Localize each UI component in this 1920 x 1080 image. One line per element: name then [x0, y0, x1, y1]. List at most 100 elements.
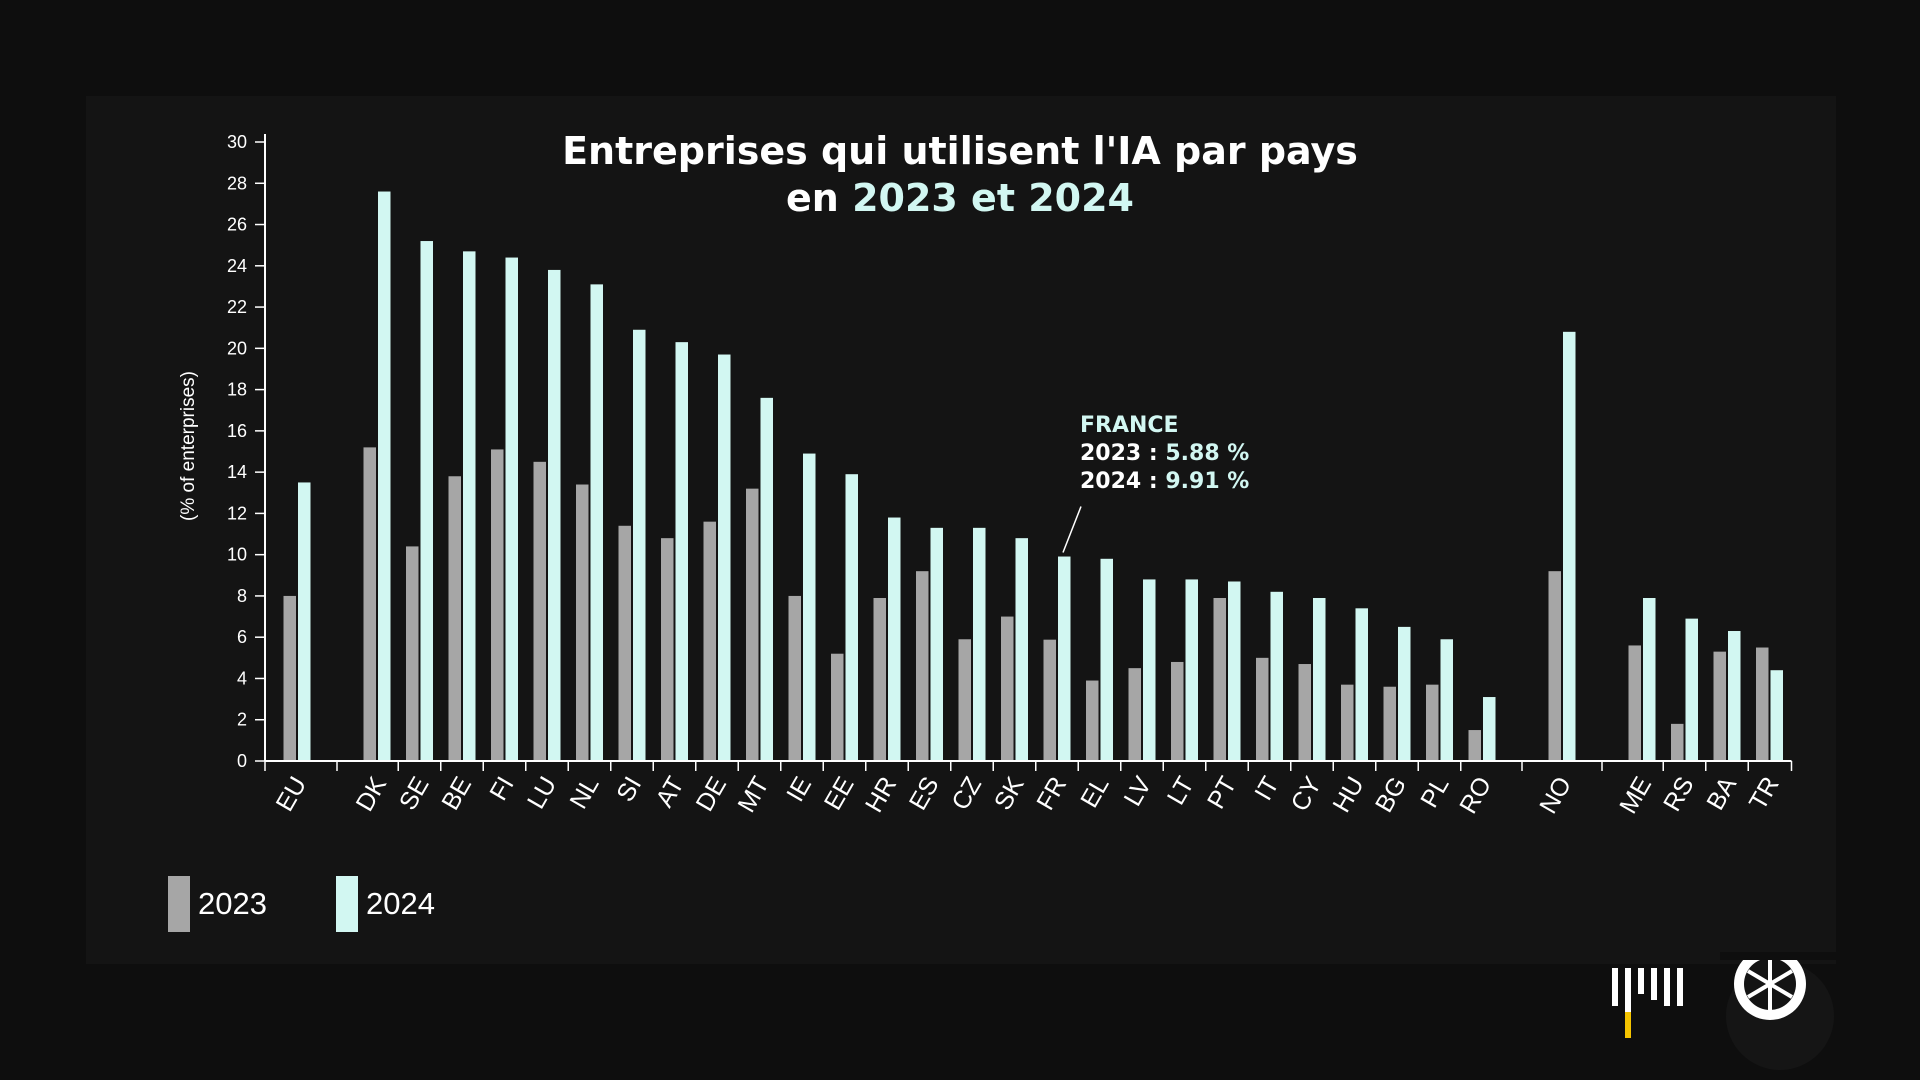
x-tick-label: RO: [1454, 772, 1497, 818]
bar-2023: [831, 653, 844, 761]
bar-2024: [1228, 581, 1241, 761]
x-tick-label: FI: [484, 772, 519, 805]
bar-2023: [1756, 647, 1769, 761]
bar-2023: [1298, 664, 1311, 761]
x-tick-label: ME: [1614, 772, 1657, 818]
bar-2024: [463, 251, 476, 761]
bar-2023: [576, 484, 589, 761]
y-tick-label: 26: [227, 215, 247, 235]
x-tick-label: BA: [1701, 772, 1742, 815]
bar-2023: [958, 639, 971, 761]
bar-2023: [406, 546, 419, 761]
bar-2024: [1563, 331, 1576, 761]
x-tick-label: BG: [1370, 772, 1412, 817]
x-tick-label: SE: [394, 772, 435, 815]
bar-2024: [1685, 618, 1698, 761]
chart-title-line2: en 2023 et 2024: [440, 175, 1480, 222]
y-tick-label: 2: [237, 710, 247, 730]
x-tick-label: EL: [1075, 772, 1115, 813]
chart-panel: [86, 96, 1836, 964]
bar-2023: [1043, 639, 1056, 761]
x-tick-label: IT: [1249, 772, 1284, 805]
x-tick-label: LU: [522, 772, 562, 814]
bar-2023: [1426, 684, 1439, 761]
annotation-row-2023-prefix: 2023 :: [1080, 441, 1166, 466]
y-axis-label: (% of enterprises): [178, 371, 199, 521]
y-tick-label: 4: [237, 668, 247, 688]
x-tick-label: BE: [436, 772, 477, 815]
france-annotation: FRANCE 2023 : 5.88 % 2024 : 9.91 %: [1080, 412, 1249, 496]
bar-2024: [378, 191, 391, 761]
bar-2024: [760, 397, 773, 761]
series-2024-bars: [298, 191, 1783, 762]
y-tick-label: 30: [227, 132, 247, 152]
bar-2023: [916, 571, 929, 761]
legend-label-2023: 2023: [198, 886, 267, 921]
annotation-row-2023: 2023 : 5.88 %: [1080, 440, 1249, 468]
bar-2023: [873, 597, 886, 761]
x-tick-label: CZ: [946, 772, 987, 815]
bar-2023: [448, 476, 461, 761]
chart-title-years: 2023 et 2024: [852, 176, 1134, 220]
bar-2023: [533, 461, 546, 761]
annotation-row-2024: 2024 : 9.91 %: [1080, 468, 1249, 496]
bar-2024: [1440, 639, 1453, 761]
bar-2023: [1671, 723, 1684, 761]
bars-logo-icon: [1612, 968, 1683, 1038]
x-tick-label: PL: [1415, 772, 1455, 813]
x-tick-label: SI: [611, 772, 647, 806]
bar-2023: [1256, 657, 1269, 761]
bar-2024: [548, 269, 561, 761]
bar-2024: [1100, 558, 1113, 761]
legend-label-2024: 2024: [366, 886, 435, 921]
bar-2024: [1355, 608, 1368, 761]
y-tick-label: 28: [227, 173, 247, 193]
bar-2023: [1001, 616, 1014, 761]
y-tick-label: 22: [227, 297, 247, 317]
bar-2023: [1548, 571, 1561, 761]
bar-2023: [788, 595, 801, 761]
bar-2024: [298, 482, 311, 761]
annotation-label: FRANCE: [1080, 413, 1179, 438]
y-tick-label: 8: [237, 586, 247, 606]
bar-2024: [1058, 556, 1071, 761]
bar-2023: [1628, 645, 1641, 761]
x-tick-label: ES: [904, 772, 945, 815]
bar-2024: [1185, 579, 1198, 761]
legend-swatch-2024: [336, 876, 358, 932]
y-tick-label: 16: [227, 421, 247, 441]
bar-2024: [1398, 626, 1411, 761]
y-tick-label: 6: [237, 627, 247, 647]
bar-2023: [1128, 668, 1141, 761]
bar-2023: [1213, 597, 1226, 761]
x-tick-label: CY: [1286, 772, 1328, 816]
x-tick-label: HU: [1327, 772, 1369, 817]
bar-2023: [703, 521, 716, 761]
chart-title: Entreprises qui utilisent l'IA par pays …: [440, 128, 1480, 222]
x-tick-label: EE: [819, 772, 860, 815]
bar-2023: [1468, 730, 1481, 761]
x-tick-label: TR: [1744, 772, 1785, 815]
x-tick-label: AT: [650, 772, 689, 812]
annotation-row-2024-prefix: 2024 :: [1080, 469, 1166, 494]
y-tick-label: 10: [227, 545, 247, 565]
bar-2024: [505, 257, 518, 761]
bar-2023: [491, 449, 504, 761]
x-tick-label: NL: [564, 772, 604, 814]
annotation-value-2024: 9.91 %: [1165, 469, 1250, 494]
bar-2023: [618, 525, 631, 761]
x-axis: EU DK SE BE FI LU NL SI AT DE MT IE EE HR ES CZ SK FR EL LV…: [264, 760, 1793, 818]
x-tick-label: IE: [781, 772, 817, 806]
x-tick-label: DE: [691, 772, 733, 816]
bar-2024: [930, 527, 943, 761]
bar-2024: [1313, 597, 1326, 761]
x-tick-label: RS: [1658, 772, 1700, 816]
annotation-pointer-line: [1062, 506, 1082, 553]
bar-2024: [1643, 597, 1656, 761]
citrus-slice-logo-icon: [1720, 952, 1838, 1070]
bar-2024: [718, 354, 731, 761]
bar-2024: [420, 241, 433, 762]
bar-2024: [1728, 631, 1741, 761]
annotation-value-2023: 5.88 %: [1165, 441, 1250, 466]
